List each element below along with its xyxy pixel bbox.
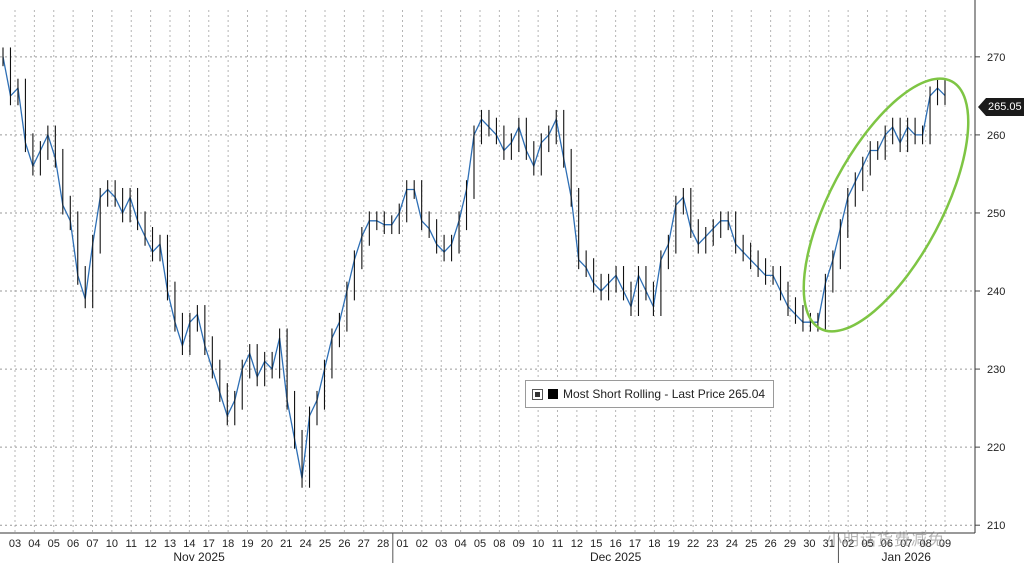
x-tick-label: 18 [222,538,234,550]
price-line [2,56,946,479]
x-tick-label: 01 [396,538,408,550]
x-tick-label: 20 [261,538,273,550]
x-tick-label: 17 [629,538,641,550]
x-tick-label: 03 [435,538,447,550]
x-tick-label: 31 [823,538,835,550]
x-tick-label: 08 [493,538,505,550]
month-label: Dec 2025 [590,550,642,563]
legend-toggle-icon[interactable] [532,388,543,400]
x-tick-label: 25 [745,538,757,550]
x-tick-label: 26 [765,538,777,550]
x-tick-label: 05 [474,538,486,550]
month-label: Jan 2026 [882,550,932,563]
x-tick-label: 17 [203,538,215,550]
x-tick-label: 06 [881,538,893,550]
x-tick-label: 03 [9,538,21,550]
y-tick-label: 240 [987,286,1005,298]
x-tick-label: 15 [590,538,602,550]
x-tick-label: 23 [706,538,718,550]
x-tick-label: 18 [648,538,660,550]
legend-swatch-icon [548,389,558,399]
x-tick-label: 26 [338,538,350,550]
x-tick-label: 05 [48,538,60,550]
x-tick-label: 06 [67,538,79,550]
x-tick-label: 24 [726,538,738,550]
x-tick-label: 02 [842,538,854,550]
x-tick-label: 12 [145,538,157,550]
x-tick-label: 12 [571,538,583,550]
x-tick-label: 27 [358,538,370,550]
x-tick-label: 09 [939,538,951,550]
chart-legend: Most Short Rolling - Last Price 265.04 [525,380,775,408]
x-tick-label: 05 [861,538,873,550]
x-tick-label: 24 [300,538,312,550]
x-tick-label: 10 [106,538,118,550]
x-tick-label: 11 [126,538,137,550]
x-tick-label: 11 [552,538,563,550]
y-tick-label: 220 [987,442,1005,454]
y-tick-label: 230 [987,364,1005,376]
last-price-tag: 265.05 [978,98,1024,116]
x-tick-label: 04 [28,538,40,550]
x-tick-label: 02 [416,538,428,550]
y-tick-label: 270 [987,52,1005,64]
x-tick-label: 10 [532,538,544,550]
x-tick-label: 19 [241,538,253,550]
x-tick-label: 07 [900,538,912,550]
y-tick-label: 210 [987,520,1005,532]
x-tick-label: 21 [280,538,292,550]
x-tick-label: 28 [377,538,389,550]
x-tick-label: 16 [610,538,622,550]
watermark: 小明话货费减免 [826,532,946,549]
month-label: Nov 2025 [173,550,225,563]
x-tick-label: 08 [920,538,932,550]
x-tick-label: 14 [183,538,195,550]
y-tick-label: 260 [987,130,1005,142]
y-tick-label: 250 [987,208,1005,220]
x-tick-label: 04 [455,538,467,550]
x-tick-label: 22 [687,538,699,550]
x-tick-label: 29 [784,538,796,550]
legend-label: Most Short Rolling - Last Price 265.04 [563,387,766,401]
x-tick-label: 09 [513,538,525,550]
x-tick-label: 07 [86,538,98,550]
x-tick-label: 19 [668,538,680,550]
x-tick-label: 25 [319,538,331,550]
x-tick-label: 30 [803,538,815,550]
highlight-ellipse [802,77,970,333]
x-tick-label: 13 [164,538,176,550]
